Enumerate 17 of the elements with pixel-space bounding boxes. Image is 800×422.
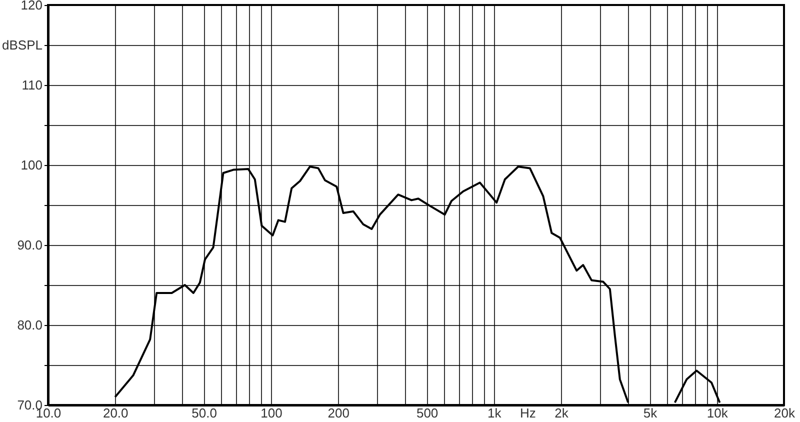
y-axis-title: dBSPL xyxy=(2,38,42,52)
y-tick-label: 80.0 xyxy=(17,318,42,332)
x-tick-label: 200 xyxy=(328,406,350,420)
x-tick-label: 1k xyxy=(488,406,502,420)
x-tick-label: 100 xyxy=(260,406,282,420)
y-tick-label: 120 xyxy=(20,0,42,12)
x-tick-label: 5k xyxy=(643,406,658,420)
x-tick-label: 20.0 xyxy=(102,406,128,420)
x-tick-label: 10k xyxy=(706,406,728,420)
x-tick-label: 50.0 xyxy=(192,406,217,420)
y-tick-label: 100 xyxy=(20,158,42,172)
x-tick-label: 2k xyxy=(554,406,569,420)
x-tick-label: 500 xyxy=(416,406,438,420)
x-axis-title: Hz xyxy=(520,406,536,420)
x-tick-label: 20k xyxy=(774,406,796,420)
y-tick-label: 110 xyxy=(22,78,42,92)
y-tick-label: 90.0 xyxy=(17,238,42,252)
